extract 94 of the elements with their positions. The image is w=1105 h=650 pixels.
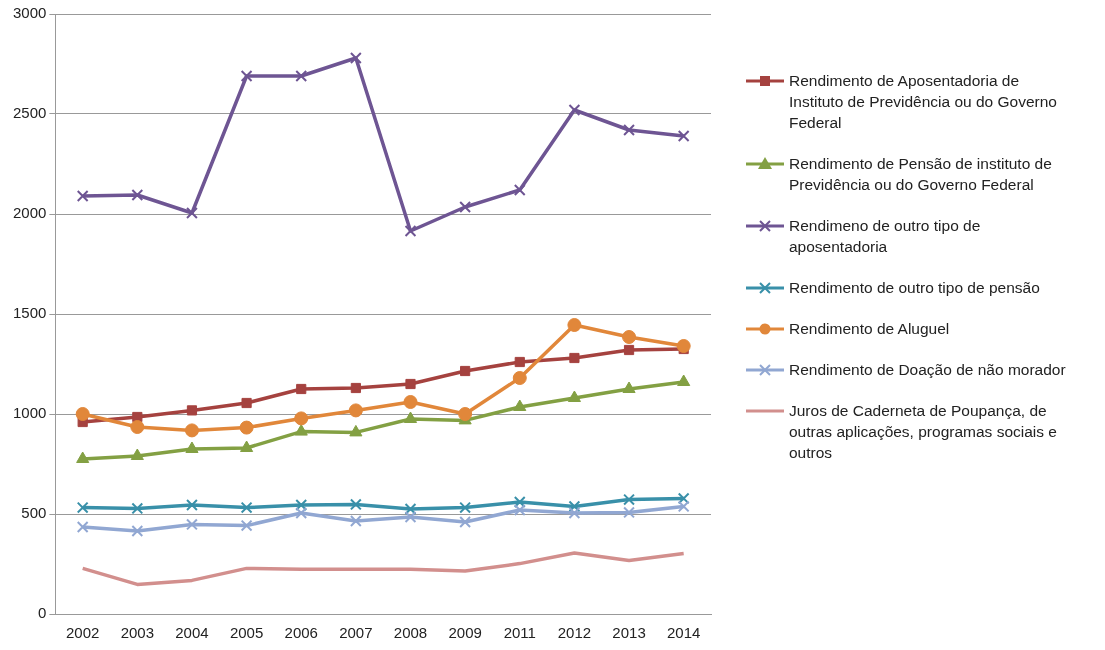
point [404, 225, 417, 237]
point [350, 382, 361, 394]
point [459, 201, 472, 213]
point [623, 506, 635, 519]
y-tick-label: 3000 [12, 4, 47, 22]
point [295, 70, 308, 82]
point [296, 383, 307, 395]
x-tick-label: 2005 [229, 624, 264, 642]
point [241, 397, 252, 409]
point [186, 499, 198, 511]
point [76, 501, 89, 514]
point [676, 339, 691, 353]
point [76, 521, 89, 533]
x-tick-label: 2011 [503, 624, 536, 642]
point [513, 496, 526, 508]
point [459, 516, 472, 528]
point [623, 124, 635, 136]
legend-label: Rendimento de outro tipo de pensão [789, 278, 1041, 298]
point [622, 381, 636, 393]
point [184, 423, 199, 438]
point [677, 374, 691, 386]
point [75, 407, 90, 421]
legend-label: Rendimeno de outro tipo de aposentadoria [789, 216, 982, 257]
y-tick-label: 2000 [12, 204, 47, 222]
point [240, 440, 254, 452]
point [403, 395, 418, 409]
point [405, 378, 416, 390]
point [349, 424, 363, 437]
point [460, 365, 471, 377]
point [185, 441, 199, 453]
point [349, 52, 362, 64]
point [569, 352, 580, 364]
point [568, 104, 581, 116]
point [130, 420, 145, 434]
point [348, 403, 363, 418]
point [76, 190, 89, 202]
point [240, 70, 253, 82]
x-tick-label: 2012 [557, 624, 592, 642]
point [186, 207, 198, 219]
point [567, 318, 582, 332]
point [131, 189, 144, 201]
point [512, 371, 527, 385]
point [514, 356, 525, 368]
point [677, 500, 690, 513]
x-tick-label: 2002 [66, 624, 100, 642]
y-tick-label: 0 [38, 604, 47, 622]
point [677, 130, 690, 142]
x-tick-label: 2003 [120, 624, 155, 642]
point [458, 407, 473, 421]
point [295, 507, 308, 519]
point [459, 501, 472, 514]
x-tick-label: 2004 [175, 624, 209, 642]
point [294, 411, 309, 426]
point [403, 411, 418, 423]
point [239, 420, 254, 435]
y-tick-label: 500 [21, 504, 47, 522]
x-tick-label: 2014 [666, 624, 701, 642]
point [295, 499, 308, 511]
point [567, 390, 581, 402]
point [294, 424, 308, 436]
legend-label: Rendimento de Doação de não morador [789, 360, 1067, 380]
point [186, 518, 198, 531]
point [240, 519, 253, 532]
x-tick-label: 2007 [339, 624, 373, 642]
point [240, 501, 253, 514]
point [568, 500, 581, 513]
point [349, 498, 362, 511]
y-tick-label: 1500 [12, 304, 47, 322]
x-tick-label: 2009 [448, 624, 482, 642]
legend-label: Rendimento de Pensão de instituto de Previdência ou do Governo Federal [789, 154, 1053, 195]
point [349, 515, 362, 527]
point [622, 330, 637, 344]
x-tick-label: 2013 [612, 624, 646, 642]
point [513, 184, 526, 196]
point [130, 448, 144, 460]
point [76, 451, 90, 463]
y-tick-label: 1000 [12, 404, 47, 422]
point [513, 399, 527, 411]
point [131, 502, 144, 515]
point [568, 507, 581, 519]
point [623, 344, 635, 356]
point [404, 503, 417, 515]
point [513, 504, 526, 516]
point [131, 525, 144, 537]
legend-label: Juros de Caderneta de Poupança, de outras aplicações, programas sociais e outros [789, 401, 1058, 463]
point [623, 493, 635, 506]
point [404, 511, 417, 523]
legend-label: Rendimento de Aposentadoria de Instituto de Previdência ou do Governo Federal [789, 71, 1058, 133]
x-tick-label: 2006 [284, 624, 318, 642]
point [677, 492, 690, 505]
point [186, 405, 198, 416]
legend-label: Rendimento de Aluguel [789, 319, 951, 339]
x-tick-label: 2008 [393, 624, 428, 642]
y-tick-label: 2500 [12, 104, 47, 122]
